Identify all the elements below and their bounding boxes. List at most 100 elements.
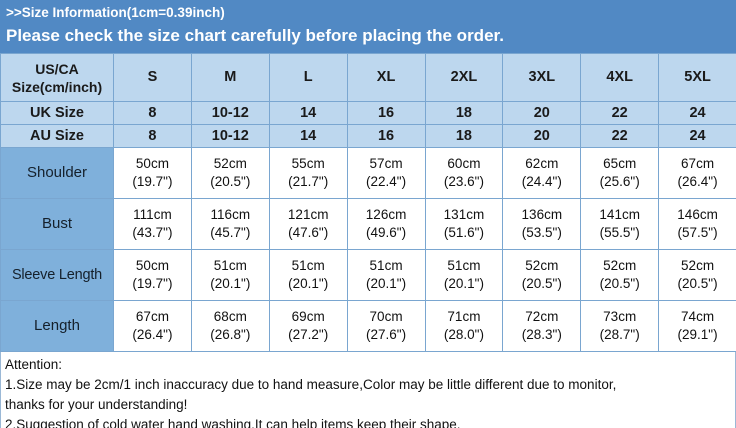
- shoulder-m-inch: (20.5"): [210, 174, 251, 189]
- shoulder-xl-cm: 57cm: [369, 156, 403, 171]
- sleeve-xl-cm: 51cm: [369, 258, 403, 273]
- length-m-cm: 68cm: [213, 309, 247, 324]
- shoulder-xl-inch: (22.4"): [366, 174, 407, 189]
- au-size-2xl: 18: [424, 124, 504, 148]
- header-cell-size-2xl: 2XL: [424, 53, 504, 102]
- row-label-sleeve-length: Sleeve Length: [0, 249, 114, 301]
- attention-line-1: 1.Size may be 2cm/1 inch inaccuracy due …: [5, 377, 617, 392]
- table-row-sizes: US/CA Size(cm/inch) S M L XL 2XL 3XL 4XL…: [0, 53, 736, 102]
- header-cell-size-xl: XL: [346, 53, 426, 102]
- sleeve-4xl: 52cm (20.5"): [580, 249, 660, 301]
- bust-m-cm: 116cm: [210, 207, 251, 222]
- header-cell-size-4xl: 4XL: [580, 53, 660, 102]
- bust-3xl-cm: 136cm: [521, 207, 563, 222]
- au-size-xl: 16: [346, 124, 426, 148]
- shoulder-2xl-inch: (23.6"): [443, 174, 484, 189]
- bust-4xl-inch: (55.5"): [599, 225, 640, 240]
- sleeve-3xl-cm: 52cm: [525, 258, 559, 273]
- bust-s-inch: (43.7"): [132, 225, 173, 240]
- length-4xl: 73cm (28.7"): [580, 300, 660, 352]
- shoulder-s-inch: (19.7"): [132, 174, 173, 189]
- length-4xl-cm: 73cm: [603, 309, 637, 324]
- row-label-length: Length: [0, 300, 114, 352]
- corner-label-line1: US/CA: [35, 60, 79, 77]
- length-s-cm: 67cm: [135, 309, 169, 324]
- bust-2xl-inch: (51.6"): [443, 225, 484, 240]
- bust-5xl-cm: 146cm: [677, 207, 718, 222]
- au-size-s: 8: [113, 124, 192, 148]
- table-row-au-size: AU Size 8 10-12 14 16 18 20 22 24: [0, 124, 736, 148]
- bust-4xl-cm: 141cm: [599, 207, 640, 222]
- shoulder-xl: 57cm (22.4"): [346, 147, 426, 199]
- sleeve-5xl-inch: (20.5"): [677, 276, 718, 291]
- table-row-shoulder: Shoulder 50cm (19.7") 52cm (20.5") 55cm …: [0, 147, 736, 199]
- uk-size-3xl: 20: [502, 101, 582, 125]
- bust-3xl-inch: (53.5"): [521, 225, 562, 240]
- uk-size-xl: 16: [346, 101, 426, 125]
- corner-label-line2: Size(cm/inch): [11, 78, 103, 95]
- sleeve-2xl-inch: (20.1"): [443, 276, 484, 291]
- length-5xl-cm: 74cm: [681, 309, 715, 324]
- length-l-inch: (27.2"): [288, 327, 329, 342]
- length-3xl-inch: (28.3"): [521, 327, 562, 342]
- bust-2xl: 131cm (51.6"): [424, 198, 504, 250]
- row-label-bust: Bust: [0, 198, 114, 250]
- attention-line-2: thanks for your understanding!: [5, 397, 188, 412]
- shoulder-l-cm: 55cm: [291, 156, 325, 171]
- table-row-uk-size: UK Size 8 10-12 14 16 18 20 22 24: [0, 101, 736, 125]
- sleeve-m: 51cm (20.1"): [190, 249, 270, 301]
- length-s-inch: (26.4"): [132, 327, 173, 342]
- attention-block: Attention: 1.Size may be 2cm/1 inch inac…: [0, 352, 736, 428]
- au-size-m: 10-12: [190, 124, 270, 148]
- row-label-au-size: AU Size: [0, 124, 114, 148]
- length-4xl-inch: (28.7"): [599, 327, 640, 342]
- banner-subtitle: >>Size Information(1cm=0.39inch): [6, 5, 225, 20]
- table-row-bust: Bust 111cm (43.7") 116cm (45.7") 121cm (…: [0, 198, 736, 250]
- length-m-inch: (26.8"): [210, 327, 251, 342]
- uk-size-l: 14: [268, 101, 348, 125]
- header-cell-size-l: L: [268, 53, 348, 102]
- size-table: US/CA Size(cm/inch) S M L XL 2XL 3XL 4XL…: [0, 53, 736, 352]
- length-2xl-cm: 71cm: [447, 309, 481, 324]
- sleeve-xl-inch: (20.1"): [366, 276, 407, 291]
- shoulder-3xl: 62cm (24.4"): [502, 147, 582, 199]
- length-2xl-inch: (28.0"): [443, 327, 484, 342]
- bust-2xl-cm: 131cm: [443, 207, 485, 222]
- au-size-5xl: 24: [658, 124, 736, 148]
- bust-xl-cm: 126cm: [365, 207, 407, 222]
- sleeve-2xl: 51cm (20.1"): [424, 249, 504, 301]
- sleeve-s-inch: (19.7"): [132, 276, 173, 291]
- attention-line-3: 2.Suggestion of cold water hand washing.…: [5, 417, 461, 428]
- sleeve-2xl-cm: 51cm: [447, 258, 481, 273]
- bust-4xl: 141cm (55.5"): [580, 198, 660, 250]
- shoulder-3xl-cm: 62cm: [525, 156, 559, 171]
- bust-l-inch: (47.6"): [288, 225, 329, 240]
- uk-size-s: 8: [113, 101, 192, 125]
- au-size-l: 14: [268, 124, 348, 148]
- bust-l-cm: 121cm: [287, 207, 329, 222]
- table-row-sleeve-length: Sleeve Length 50cm (19.7") 51cm (20.1") …: [0, 249, 736, 301]
- row-label-uk-size: UK Size: [0, 101, 114, 125]
- length-xl-cm: 70cm: [369, 309, 403, 324]
- banner-title: Please check the size chart carefully be…: [6, 26, 504, 45]
- bust-s-cm: 111cm: [133, 207, 172, 222]
- length-3xl-cm: 72cm: [525, 309, 559, 324]
- length-l-cm: 69cm: [291, 309, 325, 324]
- length-s: 67cm (26.4"): [113, 300, 192, 352]
- attention-heading: Attention:: [5, 357, 63, 372]
- length-xl-inch: (27.6"): [366, 327, 407, 342]
- header-cell-uscaption: US/CA Size(cm/inch): [0, 53, 114, 102]
- length-m: 68cm (26.8"): [190, 300, 270, 352]
- shoulder-4xl-inch: (25.6"): [599, 174, 640, 189]
- sleeve-l-inch: (20.1"): [288, 276, 329, 291]
- length-3xl: 72cm (28.3"): [502, 300, 582, 352]
- header-cell-size-s: S: [113, 53, 192, 102]
- sleeve-4xl-inch: (20.5"): [599, 276, 640, 291]
- uk-size-4xl: 22: [580, 101, 660, 125]
- header-cell-size-3xl: 3XL: [502, 53, 582, 102]
- sleeve-3xl: 52cm (20.5"): [502, 249, 582, 301]
- bust-5xl-inch: (57.5"): [677, 225, 718, 240]
- length-5xl-inch: (29.1"): [677, 327, 718, 342]
- sleeve-3xl-inch: (20.5"): [521, 276, 562, 291]
